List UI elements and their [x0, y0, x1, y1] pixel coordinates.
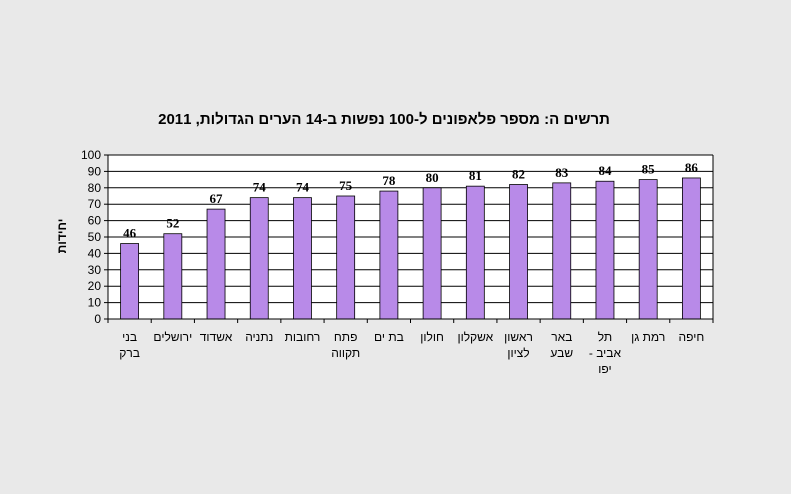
- x-tick-label: חיפה: [679, 330, 705, 344]
- x-tick-label-line: שבע: [550, 346, 573, 360]
- x-tick-label-line: אשדוד: [200, 330, 233, 344]
- y-tick-label: 0: [94, 312, 101, 326]
- x-tick-label-line: באר: [551, 330, 572, 344]
- data-label: 75: [339, 178, 353, 193]
- data-label: 74: [296, 180, 310, 195]
- x-tick-label-line: פתח: [334, 330, 358, 344]
- bar: [552, 182, 572, 320]
- y-tick-label: 10: [88, 296, 102, 310]
- x-tick-label-line: אשקלון: [457, 330, 493, 344]
- x-tick-label-line: ראשון: [504, 330, 533, 344]
- x-tick-label-line: בת ים: [374, 330, 404, 344]
- bar: [206, 208, 226, 320]
- bar: [249, 197, 269, 320]
- bar: [293, 197, 312, 320]
- bar: [422, 187, 442, 320]
- x-tick-label: נתניה: [245, 330, 273, 344]
- x-tick-label-line: בני: [122, 330, 137, 344]
- x-tick-label: באר שבע: [550, 330, 573, 360]
- y-tick-label: 20: [88, 279, 102, 293]
- x-tick-label: רמת גן: [631, 330, 665, 344]
- data-label: 82: [512, 167, 525, 182]
- bars: [120, 177, 701, 320]
- x-tick-label-line: לציון: [507, 346, 529, 360]
- x-tick-label-line: תל: [598, 330, 612, 344]
- x-tick-label-line: יפו: [598, 362, 611, 376]
- bar: [465, 185, 485, 320]
- chart-title: תרשים ה: מספר פלאפונים ל-100 נפשות ב-14 …: [158, 111, 610, 128]
- x-tick-label: בת ים: [374, 330, 404, 344]
- x-tick-label: בני ברק: [119, 330, 140, 360]
- data-label: 80: [426, 170, 439, 185]
- x-tick-label-line: נתניה: [245, 330, 273, 344]
- x-tick-label: ירושלים: [153, 330, 192, 344]
- x-tick-label-line: תקווה: [331, 346, 360, 360]
- x-tick-label: ראשון לציון: [504, 330, 533, 360]
- x-tick-label: פתח תקווה: [331, 330, 360, 360]
- y-tick-label: 90: [88, 164, 102, 178]
- data-label: 81: [469, 168, 482, 183]
- y-tick-label: 50: [88, 230, 102, 244]
- y-axis: 0 10 20 30 40 50 60 70 80 90 100: [81, 148, 714, 326]
- x-tick-label-line: רחובות: [285, 330, 321, 344]
- x-tick-label: רחובות: [285, 330, 321, 344]
- y-tick-label: 30: [88, 263, 102, 277]
- bar: [681, 177, 701, 320]
- data-label: 86: [685, 160, 699, 175]
- data-label: 84: [598, 163, 612, 178]
- y-axis-label: יחידות: [55, 219, 69, 254]
- y-tick-label: 70: [88, 197, 102, 211]
- x-tick-label-line: רמת גן: [631, 330, 665, 344]
- bar: [163, 233, 183, 320]
- y-tick-label: 100: [81, 148, 101, 162]
- x-tick-label-line: חולון: [420, 330, 444, 344]
- data-label: 85: [642, 162, 656, 177]
- bar: [595, 180, 615, 320]
- bar: [509, 184, 528, 320]
- bar: [120, 243, 140, 320]
- bar: [379, 190, 399, 320]
- y-tick-label: 40: [88, 246, 102, 260]
- x-tick-label-line: ברק: [119, 346, 140, 360]
- x-axis: בני ברק ירושלים אשדוד נתניה רחובות פתח תקווה בת …: [107, 318, 714, 376]
- x-tick-label: חולון: [420, 330, 444, 344]
- data-labels: 46 52 67 74 74 75 78 80 81 82 83 84 85 86: [123, 160, 698, 241]
- x-tick-label: אשדוד: [200, 330, 233, 344]
- x-tick-label: אשקלון: [457, 330, 493, 344]
- bar: [638, 179, 658, 320]
- x-tick-label-line: חיפה: [679, 330, 705, 344]
- x-tick-label: תל אביב - יפו: [589, 330, 622, 376]
- data-label: 78: [382, 173, 396, 188]
- data-label: 52: [166, 216, 179, 231]
- data-label: 46: [123, 226, 137, 241]
- bar: [336, 195, 356, 320]
- x-tick-label-line: אביב -: [589, 346, 622, 360]
- data-label: 74: [253, 180, 267, 195]
- data-label: 83: [555, 165, 569, 180]
- x-tick-label-line: ירושלים: [153, 330, 192, 344]
- y-tick-label: 60: [88, 214, 102, 228]
- data-label: 67: [210, 191, 224, 206]
- y-tick-label: 80: [88, 181, 102, 195]
